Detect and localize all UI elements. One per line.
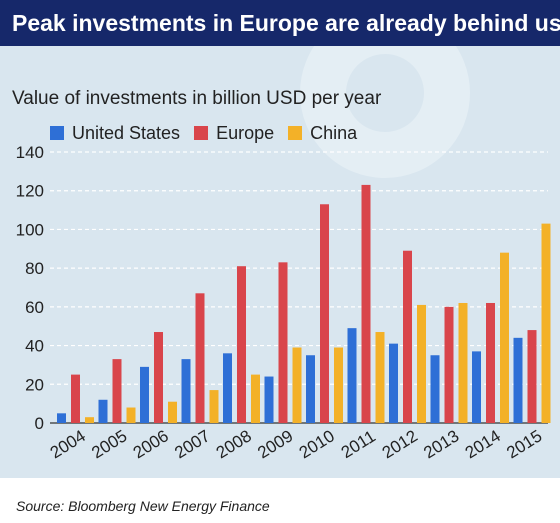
legend-label-europe: Europe	[216, 122, 275, 143]
bar-europe	[237, 266, 246, 423]
bar-united-states	[347, 328, 357, 423]
bar-europe	[195, 293, 205, 423]
bar-europe	[444, 306, 454, 423]
bar-united-states	[306, 355, 315, 423]
x-tick-label: 2010	[296, 426, 338, 462]
x-tick-label: 2006	[130, 426, 172, 462]
bar-europe	[403, 250, 412, 423]
y-tick-label: 60	[25, 298, 44, 317]
y-tick-label: 0	[35, 414, 44, 433]
bar-united-states	[430, 355, 440, 423]
legend-item-europe: Europe	[194, 123, 274, 144]
bar-china	[458, 302, 468, 423]
y-tick-label: 20	[25, 375, 44, 394]
bar-china	[85, 417, 94, 423]
legend: United States Europe China	[50, 121, 371, 145]
bar-united-states	[223, 353, 232, 423]
bar-china	[209, 390, 219, 423]
bar-china	[500, 252, 509, 423]
legend-label-china: China	[310, 122, 358, 143]
x-tick-label: 2007	[171, 426, 213, 462]
y-axis-title: Value of investments in billion USD per …	[12, 88, 382, 109]
bar-united-states	[140, 366, 149, 423]
x-tick-label: 2012	[379, 426, 421, 462]
bar-europe	[278, 262, 288, 423]
bar-europe	[112, 359, 122, 423]
y-tick-label: 80	[25, 259, 44, 278]
legend-item-united-states: United States	[50, 123, 180, 144]
bar-united-states	[98, 399, 108, 423]
y-tick-label: 100	[16, 220, 44, 239]
legend-swatch-china	[288, 126, 303, 140]
x-tick-label: 2004	[47, 426, 89, 462]
legend-item-china: China	[288, 123, 357, 144]
bar-europe	[361, 184, 371, 423]
bar-united-states	[389, 343, 398, 423]
bar-china	[251, 374, 260, 423]
bar-united-states	[181, 359, 191, 423]
bar-united-states	[57, 413, 66, 423]
bar-china	[168, 401, 177, 423]
bar-europe	[71, 374, 80, 423]
x-tick-label: 2009	[254, 426, 296, 462]
bar-europe	[154, 332, 163, 423]
legend-label-united-states: United States	[72, 122, 181, 143]
bar-united-states	[264, 376, 274, 423]
bar-europe	[527, 330, 537, 423]
y-tick-label: 40	[25, 337, 44, 356]
x-tick-label: 2005	[88, 426, 130, 462]
x-tick-label: 2011	[338, 427, 379, 462]
x-tick-label: 2015	[503, 426, 545, 462]
x-tick-label: 2013	[420, 426, 462, 462]
bar-china	[126, 407, 136, 423]
chart-title: Peak investments in Europe are already b…	[0, 0, 560, 46]
x-tick-label: 2008	[213, 426, 255, 462]
source-note: Source: Bloomberg New Energy Finance	[16, 498, 270, 514]
bar-china	[292, 347, 302, 423]
bar-united-states	[513, 337, 523, 423]
bar-china	[334, 347, 343, 423]
bar-china	[417, 304, 426, 423]
source-panel: Source: Bloomberg New Energy Finance	[0, 478, 560, 523]
bar-united-states	[472, 351, 481, 423]
bar-china	[541, 223, 551, 423]
legend-swatch-europe	[194, 126, 209, 140]
chart-panel: Value of investments in billion USD per …	[0, 46, 560, 478]
y-tick-label: 140	[16, 143, 44, 162]
bar-europe	[486, 302, 495, 423]
legend-swatch-united-states	[50, 126, 64, 140]
x-tick-label: 2014	[462, 426, 504, 462]
y-tick-label: 120	[16, 182, 44, 201]
bar-europe	[320, 204, 329, 423]
bar-china	[375, 332, 385, 423]
